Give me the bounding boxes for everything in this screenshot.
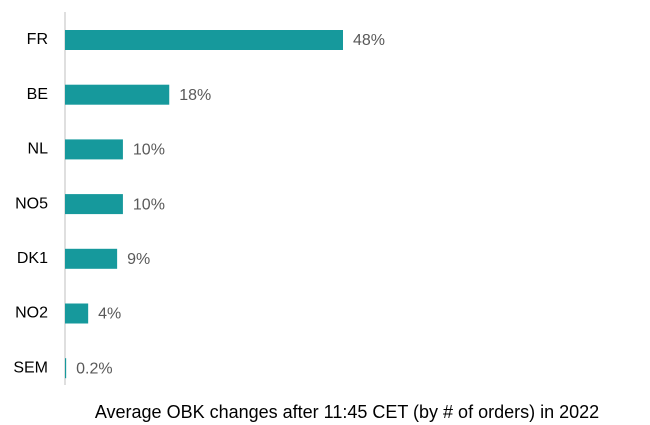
y-tick-label: SEM — [13, 359, 48, 376]
data-label: 4% — [98, 306, 121, 323]
bar — [65, 358, 67, 379]
bar — [65, 30, 343, 50]
bar — [65, 139, 123, 160]
bar — [65, 194, 123, 215]
y-tick-label: NO2 — [15, 305, 48, 322]
bar — [65, 248, 118, 269]
bar — [65, 84, 170, 105]
data-label: 48% — [353, 32, 385, 49]
data-label: 18% — [179, 87, 211, 104]
data-label: 9% — [127, 251, 150, 268]
data-label: 10% — [133, 142, 165, 159]
y-tick-label: BE — [27, 86, 48, 103]
y-tick-label: NL — [28, 141, 49, 158]
data-label: 10% — [133, 196, 165, 213]
y-tick-label: NO5 — [15, 195, 48, 212]
y-tick-label: FR — [27, 31, 48, 48]
bar — [65, 303, 89, 324]
y-tick-label: DK1 — [17, 250, 48, 267]
data-label: 0.2% — [76, 360, 112, 377]
chart-title: Average OBK changes after 11:45 CET (by … — [95, 402, 599, 422]
